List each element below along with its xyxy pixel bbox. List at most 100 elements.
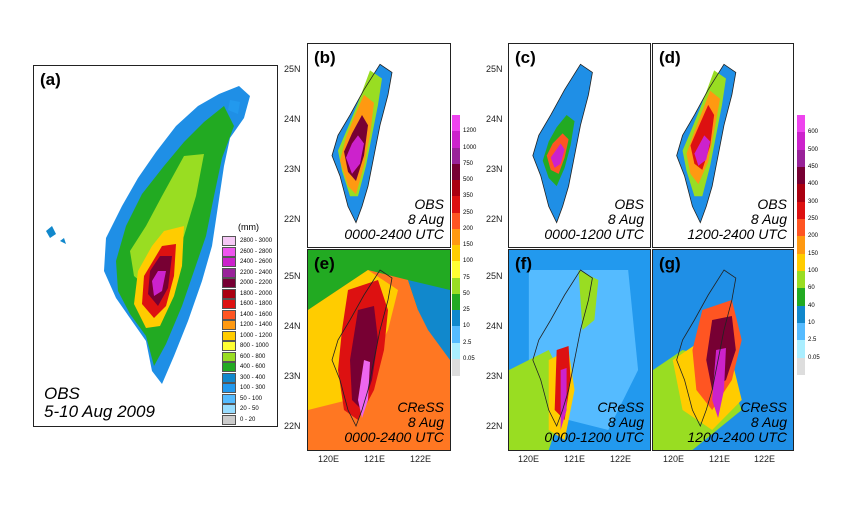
panel-d: (d) OBS 8 Aug 1200-2400 UTC <box>652 43 794 248</box>
legend-swatch <box>222 246 236 257</box>
panel-g-caption-2: 8 Aug <box>750 414 787 430</box>
panel-e-label: (e) <box>314 254 335 273</box>
legend-swatch <box>222 341 236 351</box>
rainfall-contour <box>358 360 370 418</box>
rainfall-field-g <box>653 269 742 450</box>
panel-c-caption-3: 0000-1200 UTC <box>544 226 644 242</box>
panel-c: (c) OBS 8 Aug 0000-1200 UTC <box>508 43 651 248</box>
legend-swatch <box>222 362 236 372</box>
colorbar-segment <box>452 228 460 246</box>
colorbar-label: 1000 <box>463 144 477 151</box>
colorbar-segment <box>452 131 460 148</box>
legend-range: 1200 - 1400 <box>240 322 273 328</box>
panel-f-label: (f) <box>515 254 532 273</box>
legend-swatch <box>222 278 236 288</box>
legend-row: 2000 - 2200 <box>222 278 277 289</box>
legend-swatch <box>222 414 236 425</box>
panel-c-caption-1: OBS <box>614 196 644 212</box>
legend-row: 800 - 1000 <box>222 341 277 352</box>
legend-row: 400 - 600 <box>222 362 277 373</box>
lat-tick: 22N <box>486 421 503 431</box>
rainfall-contour <box>350 306 378 410</box>
colorbar-segment <box>797 201 805 220</box>
lon-tick: 121E <box>564 454 586 464</box>
colorbar-label: 750 <box>463 160 474 167</box>
colorbar-label: 1200 <box>463 128 477 135</box>
panel-g-caption-1: CReSS <box>740 399 787 415</box>
rainfall-field-e <box>308 250 450 427</box>
lon-tick: 120E <box>518 454 540 464</box>
colorbar-label: 600 <box>808 129 819 136</box>
legend-range: 1400 - 1600 <box>240 311 273 318</box>
colorbar-segment <box>797 184 805 203</box>
lon-tick: 122E <box>610 454 632 464</box>
rainfall-field-d <box>676 63 737 224</box>
lat-tick: 23N <box>486 164 503 174</box>
rainfall-contour <box>694 135 711 166</box>
panel-b-caption-2: 8 Aug <box>407 211 444 227</box>
colorbar-segment <box>452 261 460 278</box>
coastline-outline <box>532 63 593 224</box>
legend-range: 2200 - 2400 <box>240 269 273 276</box>
panel-f-caption-1: CReSS <box>597 399 644 415</box>
colorbar-segment <box>797 149 805 168</box>
legend-range: 2400 - 2600 <box>240 259 273 265</box>
lon-tick: 120E <box>663 454 685 464</box>
legend-swatch <box>222 330 236 341</box>
colorbar-right: 600 500 450 400 300 250 200 150 100 60 40 10 2.5 0.05 <box>797 115 837 376</box>
coastline-outline <box>676 269 737 427</box>
rainfall-field-f <box>509 269 639 450</box>
lat-tick: 25N <box>284 64 301 74</box>
colorbar-segment <box>452 212 460 230</box>
colorbar-label: 150 <box>463 242 474 248</box>
colorbar-segment <box>452 310 460 327</box>
colorbar-label: 250 <box>808 216 819 222</box>
legend-row: 20 - 50 <box>222 404 277 415</box>
panel-b-caption-1: OBS <box>414 196 444 212</box>
colorbar-label: 200 <box>463 225 474 232</box>
lat-tick: 25N <box>486 64 503 74</box>
panel-e-caption-3: 0000-2400 UTC <box>344 429 444 445</box>
rainfall-field-b <box>331 63 393 224</box>
colorbar-segment <box>797 236 805 255</box>
lat-tick: 25N <box>486 271 503 281</box>
rainfall-contour <box>560 368 567 430</box>
colorbar-label: 200 <box>808 233 819 240</box>
lon-tick: 120E <box>318 454 340 464</box>
lat-tick: 22N <box>284 214 301 224</box>
rainfall-contour <box>346 135 364 174</box>
legend-swatch <box>222 257 236 267</box>
colorbar-segment <box>797 340 805 359</box>
colorbar-segment <box>797 357 805 376</box>
legend-title: (mm) <box>238 222 259 232</box>
colorbar-label: 0.05 <box>808 354 820 361</box>
legend-range: 50 - 100 <box>240 395 263 402</box>
colorbar-segment <box>452 196 460 213</box>
legend-swatch <box>222 404 236 414</box>
colorbar-segment <box>452 245 460 262</box>
coastline-outline <box>676 63 737 224</box>
legend-range: 1800 - 2000 <box>240 290 273 297</box>
colorbar-segment <box>797 305 805 324</box>
colorbar-segment <box>797 253 805 272</box>
colorbar-label: 450 <box>808 164 819 170</box>
lat-tick: 24N <box>486 321 503 331</box>
lat-tick: 23N <box>284 371 301 381</box>
legend-range: 2000 - 2200 <box>240 280 273 286</box>
colorbar-label: 40 <box>808 302 815 309</box>
colorbar-label: 300 <box>808 198 819 205</box>
lat-tick: 24N <box>284 321 301 331</box>
colorbar-label: 500 <box>463 177 474 183</box>
rainfall-contour <box>408 280 450 360</box>
legend-range: 600 - 800 <box>240 353 266 360</box>
panel-c-caption-2: 8 Aug <box>607 211 644 227</box>
panel-f: (f) CReSS 8 Aug 0000-1200 UTC <box>508 249 651 451</box>
lon-tick: 122E <box>754 454 776 464</box>
panel-d-caption-2: 8 Aug <box>750 211 787 227</box>
legend-range: 2600 - 2800 <box>240 248 273 255</box>
legend-row: 600 - 800 <box>222 351 277 363</box>
colorbar-segment <box>797 219 805 237</box>
panel-d-caption-1: OBS <box>757 196 787 212</box>
colorbar-segment <box>452 358 460 376</box>
legend-swatch <box>222 267 236 278</box>
